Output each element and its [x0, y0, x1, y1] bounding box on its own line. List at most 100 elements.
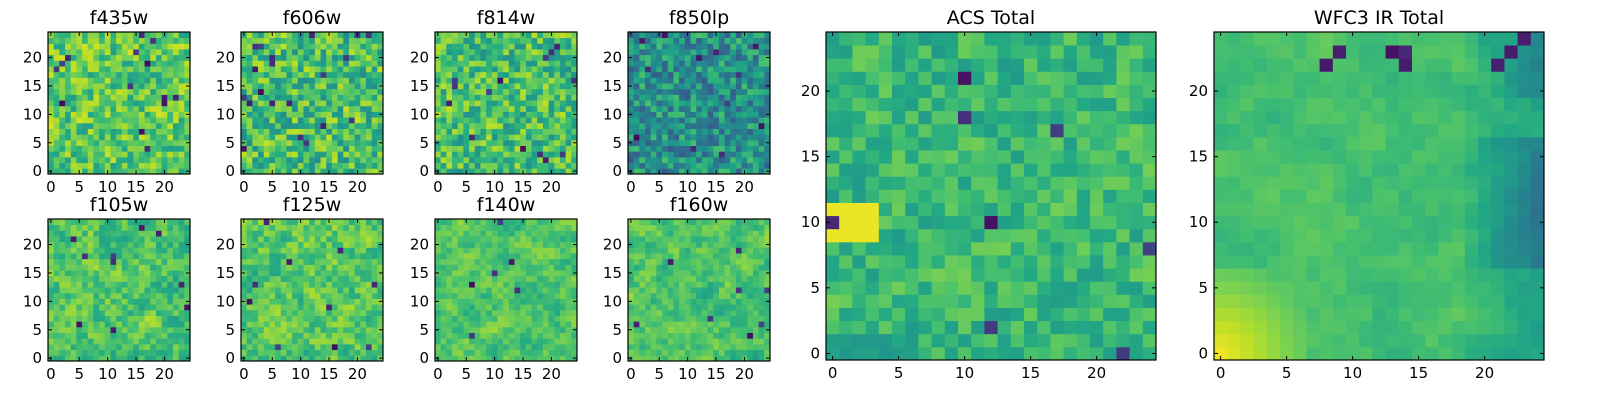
heatmap-cell: [309, 241, 316, 248]
heatmap-cell: [650, 49, 657, 56]
heatmap-cell: [263, 49, 270, 56]
heatmap-cell: [730, 139, 737, 146]
heatmap-cell: [337, 122, 344, 129]
heatmap-cell: [559, 298, 567, 305]
heatmap-cell: [303, 77, 310, 84]
heatmap-cell: [503, 151, 510, 158]
heatmap-cell: [59, 145, 66, 152]
heatmap-cell: [82, 117, 89, 124]
heatmap-cell: [297, 37, 304, 44]
heatmap-cell: [537, 349, 544, 356]
heatmap-cell: [354, 258, 361, 265]
heatmap-cell: [548, 111, 555, 118]
heatmap-cell: [172, 247, 180, 254]
heatmap-cell: [93, 168, 100, 175]
heatmap-cell: [452, 270, 459, 277]
heatmap-cell: [314, 270, 321, 277]
heatmap-cell: [469, 94, 476, 101]
heatmap-cell: [331, 83, 338, 90]
heatmap-cell: [554, 88, 561, 95]
heatmap-cell: [337, 66, 344, 73]
heatmap-cell: [565, 236, 572, 243]
heatmap-cell: [70, 168, 77, 175]
heatmap-cell: [155, 349, 162, 356]
heatmap-cell: [645, 349, 652, 356]
heatmap-cell: [520, 258, 527, 265]
heatmap-cell: [320, 309, 327, 316]
heatmap-cell: [452, 321, 459, 328]
heatmap-cell: [713, 151, 720, 158]
heatmap-cell: [76, 139, 83, 146]
heatmap-cell: [633, 71, 640, 78]
heatmap-cell: [354, 309, 361, 316]
heatmap-cell: [150, 343, 157, 351]
heatmap-cell: [491, 111, 498, 118]
heatmap-cell: [252, 287, 259, 294]
heatmap-cell: [667, 60, 674, 67]
heatmap-cell: [548, 37, 555, 44]
heatmap-cell: [65, 270, 72, 277]
heatmap-cell: [690, 304, 697, 311]
heatmap-cell: [121, 151, 128, 158]
heatmap-cell: [303, 264, 310, 271]
heatmap-cell: [121, 321, 128, 328]
heatmap-cell: [764, 43, 771, 50]
heatmap-cell: [701, 151, 708, 158]
heatmap-cell: [337, 100, 344, 107]
heatmap-cell: [326, 105, 333, 112]
heatmap-cell: [440, 77, 447, 84]
heatmap-cell: [258, 88, 265, 95]
heatmap-cell: [70, 94, 77, 101]
heatmap-cell: [480, 326, 487, 333]
heatmap-cell: [758, 315, 765, 322]
heatmap-cell: [463, 54, 470, 61]
heatmap-cell: [633, 298, 640, 305]
heatmap-cell: [53, 230, 60, 237]
heatmap-cell: [628, 134, 635, 141]
heatmap-cell: [314, 315, 321, 322]
heatmap-cell: [497, 258, 504, 265]
heatmap-cell: [121, 71, 128, 78]
heatmap-cell: [571, 49, 578, 56]
heatmap-cell: [667, 287, 674, 294]
heatmap-cell: [343, 168, 350, 175]
heatmap-cell: [246, 77, 253, 84]
heatmap-cell: [99, 83, 106, 90]
heatmap-cell: [53, 343, 60, 351]
heatmap-cell: [440, 349, 447, 356]
y-tick-label: 0: [225, 162, 235, 180]
heatmap-cell: [337, 309, 344, 316]
heatmap-cell: [645, 321, 652, 328]
heatmap-cell: [713, 71, 720, 78]
heatmap-cell: [59, 275, 66, 282]
heatmap-cell: [326, 100, 333, 107]
heatmap-cell: [662, 60, 669, 67]
heatmap-cell: [309, 349, 316, 356]
heatmap-cell: [326, 224, 333, 231]
heatmap-cell: [520, 134, 527, 141]
heatmap-cell: [679, 60, 686, 67]
heatmap-cell: [258, 117, 265, 124]
f850lp-title: f850lp: [669, 7, 729, 29]
heatmap-cell: [184, 287, 191, 294]
heatmap-cell: [542, 134, 549, 141]
heatmap-cell: [508, 287, 515, 294]
heatmap-cell: [59, 128, 66, 135]
heatmap-cell: [735, 298, 742, 305]
heatmap-cell: [138, 43, 145, 50]
heatmap-cell: [133, 247, 140, 254]
heatmap-cell: [178, 111, 185, 118]
heatmap-cell: [457, 281, 464, 288]
heatmap-cell: [628, 77, 635, 84]
heatmap-cell: [645, 298, 652, 305]
heatmap-cell: [314, 117, 321, 124]
heatmap-cell: [110, 77, 117, 84]
heatmap-cell: [144, 111, 151, 118]
heatmap-cell: [713, 287, 720, 294]
heatmap-cell: [645, 156, 652, 164]
heatmap-cell: [514, 270, 521, 277]
heatmap-cell: [87, 275, 94, 282]
heatmap-cell: [309, 37, 316, 44]
heatmap-cell: [348, 122, 355, 129]
